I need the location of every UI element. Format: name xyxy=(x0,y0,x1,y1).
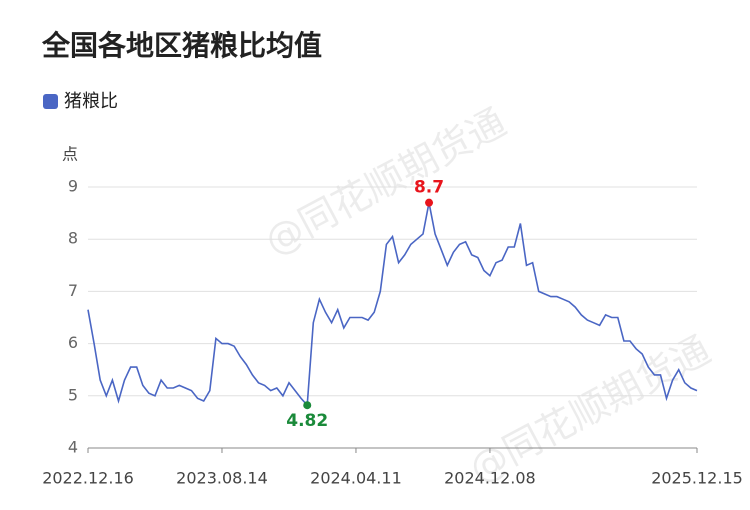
y-tick-label: 5 xyxy=(68,385,78,404)
max-label: 8.7 xyxy=(414,178,444,198)
max-point xyxy=(425,198,434,207)
legend-label: 猪粮比 xyxy=(64,91,118,112)
min-label: 4.82 xyxy=(286,411,328,431)
min-point xyxy=(303,401,312,410)
series-line xyxy=(87,202,698,408)
legend-swatch xyxy=(43,94,58,109)
y-axis-label: 点 xyxy=(62,145,78,164)
y-tick-label: 9 xyxy=(68,177,78,196)
x-tick-label: 2023.08.14 xyxy=(176,469,268,488)
x-tick-label: 2024.04.11 xyxy=(310,469,402,488)
x-tick-label: 2022.12.16 xyxy=(42,469,134,488)
watermark: @同花顺期货通 xyxy=(462,327,718,491)
y-tick-label: 8 xyxy=(68,229,78,248)
y-tick-label: 7 xyxy=(68,281,78,300)
y-tick-label: 4 xyxy=(68,438,78,457)
chart-title: 全国各地区猪粮比均值 xyxy=(41,29,322,62)
y-tick-label: 6 xyxy=(68,333,78,352)
x-tick-label: 2024.12.08 xyxy=(444,469,536,488)
x-tick-label: 2025.12.15 xyxy=(651,469,743,488)
